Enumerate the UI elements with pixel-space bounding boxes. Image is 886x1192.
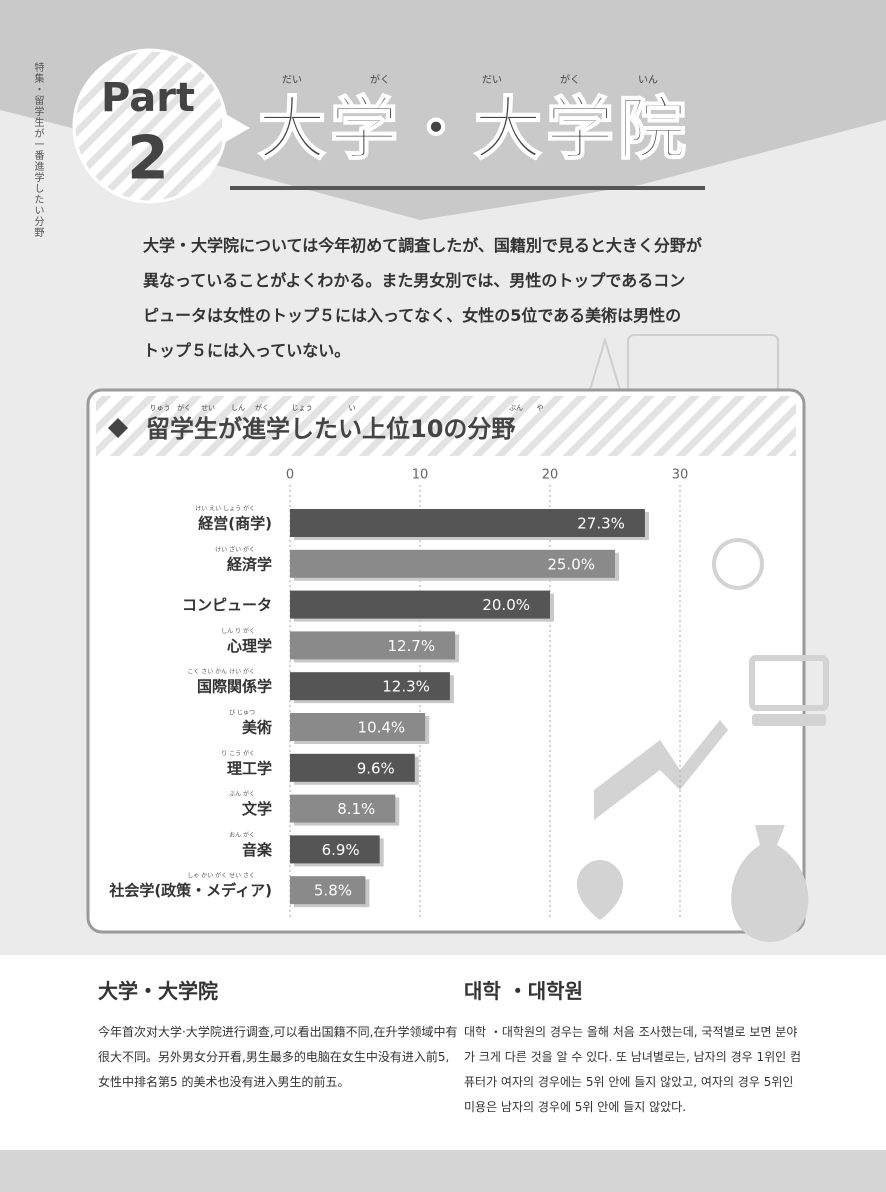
- side-text: 特集・留学生が一番進学したい分野: [32, 62, 43, 238]
- translation-title: 大学・大学院: [98, 979, 218, 1003]
- translation-text: 今年首次对大学·大学院进行调查,可以看出国籍不同,在升学领域中有很大不同。另外男…: [98, 1025, 458, 1089]
- translation: 大学・大学院 今年首次对大学·大学院进行调查,可以看出国籍不同,在升学领域中有很…: [98, 975, 458, 1095]
- intro-line: 大学・大学院については今年初めて調査したが、国籍別で見ると大きく分野が: [143, 236, 702, 255]
- translation-title: 대학 ・대학원: [464, 979, 583, 1003]
- intro-line: 異なっていることがよくわかる。また男女別では、男性のトップであるコン: [143, 271, 686, 290]
- translation-text: 대학 ・대학원의 경우는 올해 처음 조사했는데, 국적별로 보면 분야가 크게…: [464, 1025, 802, 1114]
- intro-line: トップ５には入っていない。: [143, 341, 351, 360]
- intro-line: ピュータは女性のトップ５には入ってなく、女性の5位である美術は男性の: [143, 306, 682, 325]
- translation: 대학 ・대학원 대학 ・대학원의 경우는 올해 처음 조사했는데, 국적별로 보…: [464, 975, 802, 1120]
